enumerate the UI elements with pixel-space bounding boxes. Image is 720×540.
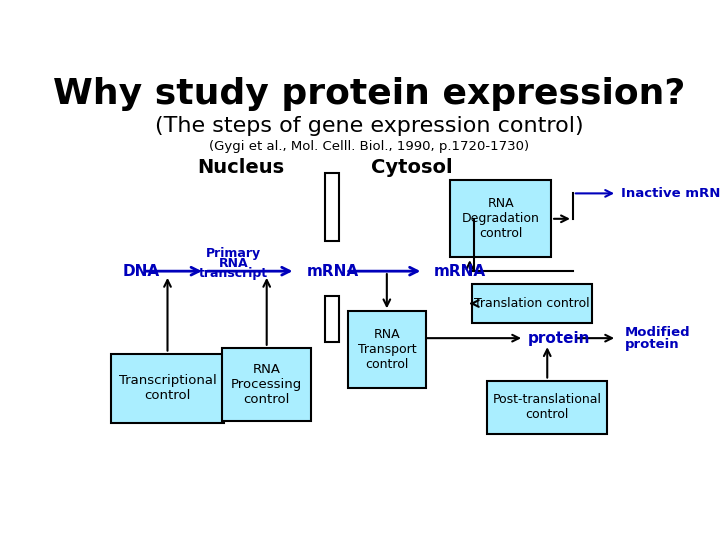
Text: RNA: RNA — [219, 257, 248, 270]
Text: mRNA: mRNA — [433, 264, 485, 279]
Text: (Gygi et al., Mol. Celll. Biol., 1990, p.1720-1730): (Gygi et al., Mol. Celll. Biol., 1990, p… — [209, 140, 529, 153]
Text: protein: protein — [625, 338, 680, 351]
Text: protein: protein — [528, 330, 590, 346]
Text: Inactive mRNA: Inactive mRNA — [621, 187, 720, 200]
Text: Transcriptional
control: Transcriptional control — [119, 374, 217, 402]
Text: transcript: transcript — [199, 267, 268, 280]
Text: Nucleus: Nucleus — [197, 158, 284, 177]
Bar — [112, 354, 224, 423]
Text: Post-translational
control: Post-translational control — [492, 394, 602, 421]
Text: Cytosol: Cytosol — [371, 158, 452, 177]
Text: Modified: Modified — [625, 326, 690, 339]
Bar — [487, 381, 607, 434]
Text: mRNA: mRNA — [307, 264, 359, 279]
Bar — [325, 296, 339, 342]
Bar — [222, 348, 311, 421]
Text: RNA
Processing
control: RNA Processing control — [231, 363, 302, 406]
Text: Translation control: Translation control — [474, 297, 590, 310]
Text: (The steps of gene expression control): (The steps of gene expression control) — [155, 117, 583, 137]
Text: Primary: Primary — [206, 247, 261, 260]
Text: Why study protein expression?: Why study protein expression? — [53, 77, 685, 111]
Bar — [451, 180, 551, 257]
Bar — [348, 311, 426, 388]
Bar — [472, 284, 592, 323]
Bar — [325, 173, 339, 241]
Text: RNA
Degradation
control: RNA Degradation control — [462, 197, 540, 240]
Text: DNA: DNA — [122, 264, 160, 279]
Text: RNA
Transport
control: RNA Transport control — [358, 328, 416, 371]
